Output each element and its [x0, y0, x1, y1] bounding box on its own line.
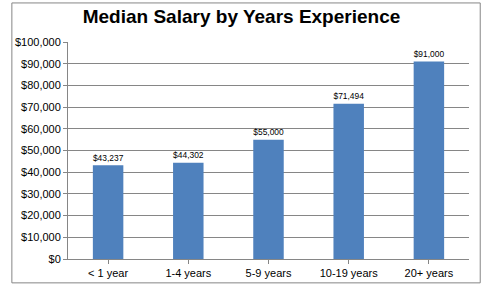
- svg-text:$0: $0: [49, 253, 61, 265]
- svg-text:$91,000: $91,000: [414, 49, 445, 59]
- svg-text:$20,000: $20,000: [21, 209, 61, 221]
- svg-text:10-19 years: 10-19 years: [320, 267, 379, 279]
- svg-text:$90,000: $90,000: [21, 58, 61, 70]
- svg-text:$10,000: $10,000: [21, 231, 61, 243]
- svg-text:$100,000: $100,000: [15, 36, 61, 48]
- svg-text:Median Salary by Years Experie: Median Salary by Years Experience: [83, 6, 401, 27]
- svg-text:$55,000: $55,000: [253, 127, 284, 137]
- svg-text:$60,000: $60,000: [21, 123, 61, 135]
- svg-text:$43,237: $43,237: [93, 153, 124, 163]
- svg-text:$30,000: $30,000: [21, 188, 61, 200]
- svg-text:$44,302: $44,302: [173, 150, 204, 160]
- svg-text:$80,000: $80,000: [21, 79, 61, 91]
- svg-text:< 1 year: < 1 year: [88, 267, 128, 279]
- svg-text:$50,000: $50,000: [21, 144, 61, 156]
- svg-text:$40,000: $40,000: [21, 166, 61, 178]
- svg-text:$70,000: $70,000: [21, 101, 61, 113]
- svg-text:20+ years: 20+ years: [405, 267, 454, 279]
- svg-text:5-9 years: 5-9 years: [246, 267, 292, 279]
- svg-text:1-4 years: 1-4 years: [165, 267, 211, 279]
- svg-text:$71,494: $71,494: [333, 91, 364, 101]
